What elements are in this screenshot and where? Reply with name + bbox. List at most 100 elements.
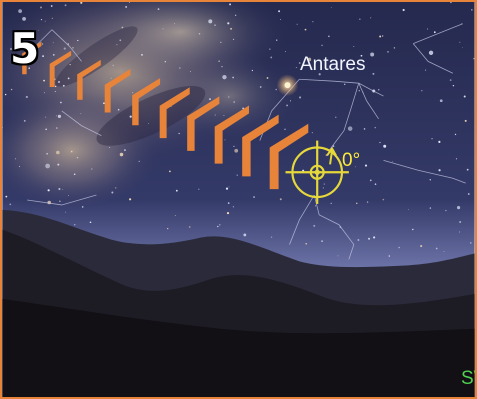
star bbox=[370, 52, 375, 57]
star bbox=[62, 84, 65, 87]
star bbox=[279, 198, 282, 201]
telrad-finder-reticle-icon bbox=[285, 140, 349, 204]
star bbox=[232, 206, 235, 208]
star bbox=[471, 9, 473, 11]
star bbox=[307, 57, 312, 62]
star bbox=[2, 127, 3, 128]
star bbox=[463, 95, 466, 98]
star bbox=[222, 74, 227, 80]
star bbox=[214, 24, 216, 26]
star bbox=[116, 44, 118, 46]
star bbox=[454, 133, 457, 136]
star bbox=[259, 86, 262, 88]
star bbox=[56, 127, 58, 129]
star bbox=[125, 6, 128, 8]
star bbox=[141, 53, 143, 56]
star bbox=[302, 169, 305, 172]
star bbox=[115, 187, 117, 189]
direction-chevron-icon bbox=[132, 78, 161, 126]
horizon-mountains bbox=[2, 209, 475, 397]
star bbox=[353, 46, 355, 47]
star bbox=[64, 4, 67, 7]
star bbox=[269, 48, 271, 50]
star bbox=[232, 38, 235, 40]
star bbox=[364, 164, 368, 167]
star bbox=[311, 132, 313, 134]
star bbox=[369, 179, 372, 182]
star bbox=[363, 128, 366, 130]
star bbox=[50, 5, 53, 7]
star bbox=[148, 123, 149, 124]
star bbox=[234, 148, 239, 153]
star bbox=[357, 239, 360, 241]
star bbox=[337, 255, 339, 257]
star bbox=[44, 20, 46, 22]
star bbox=[467, 193, 470, 195]
star bbox=[219, 224, 221, 226]
star bbox=[462, 47, 464, 49]
star bbox=[461, 22, 463, 24]
star bbox=[459, 231, 461, 233]
star bbox=[220, 41, 222, 43]
star bbox=[234, 14, 237, 17]
star bbox=[227, 22, 230, 25]
direction-chevron-icon bbox=[159, 87, 190, 139]
star bbox=[321, 240, 323, 243]
step-number: 5 bbox=[10, 24, 40, 73]
star bbox=[298, 96, 302, 99]
star bbox=[335, 116, 337, 118]
star bbox=[129, 2, 130, 3]
star bbox=[278, 10, 281, 13]
star bbox=[74, 224, 76, 226]
star bbox=[459, 41, 461, 43]
star bbox=[35, 58, 37, 60]
star bbox=[366, 201, 369, 203]
star bbox=[132, 92, 134, 94]
star bbox=[18, 9, 22, 13]
star bbox=[54, 85, 57, 88]
star bbox=[129, 198, 132, 201]
star bbox=[217, 225, 219, 228]
star bbox=[228, 186, 230, 188]
star bbox=[266, 77, 269, 79]
star bbox=[344, 83, 346, 86]
star bbox=[438, 140, 441, 143]
star bbox=[243, 233, 247, 237]
star bbox=[379, 35, 382, 38]
star bbox=[157, 8, 160, 11]
star bbox=[431, 138, 433, 140]
star bbox=[43, 79, 45, 82]
star bbox=[370, 17, 372, 19]
direction-chevron-icon bbox=[269, 123, 309, 190]
star bbox=[452, 84, 455, 87]
star bbox=[284, 128, 286, 131]
star bbox=[175, 189, 178, 192]
star bbox=[359, 18, 361, 20]
star bbox=[270, 236, 273, 238]
star bbox=[466, 168, 469, 171]
star bbox=[67, 195, 69, 196]
star bbox=[372, 72, 375, 75]
star bbox=[63, 47, 66, 50]
star bbox=[374, 126, 376, 129]
star bbox=[23, 120, 26, 122]
star bbox=[174, 215, 176, 217]
star bbox=[358, 90, 360, 92]
star bbox=[230, 27, 232, 30]
star bbox=[112, 64, 114, 66]
star bbox=[421, 90, 423, 92]
star bbox=[425, 69, 427, 71]
star bbox=[45, 163, 51, 169]
star bbox=[44, 92, 46, 94]
star bbox=[214, 114, 216, 116]
star bbox=[383, 144, 387, 148]
star bbox=[330, 202, 332, 204]
star bbox=[52, 42, 54, 44]
star bbox=[60, 101, 62, 104]
star bbox=[392, 161, 393, 163]
star bbox=[52, 53, 55, 56]
star bbox=[296, 23, 298, 25]
star bbox=[456, 206, 461, 210]
star bbox=[25, 95, 28, 99]
